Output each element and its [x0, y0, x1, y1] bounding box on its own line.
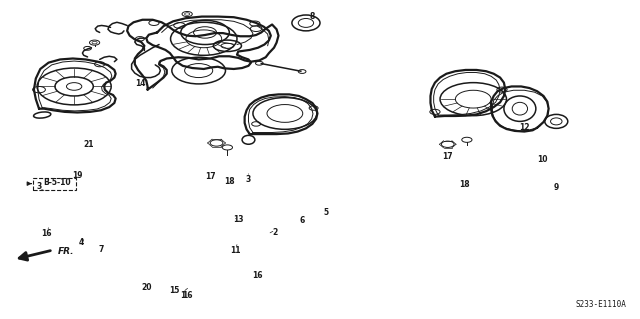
- Text: 11: 11: [230, 247, 241, 256]
- Text: 3: 3: [246, 175, 251, 184]
- Text: 21: 21: [83, 140, 93, 149]
- Text: 10: 10: [537, 155, 547, 164]
- Text: 17: 17: [205, 173, 216, 182]
- Text: FR.: FR.: [58, 247, 75, 256]
- Text: 16: 16: [42, 229, 52, 238]
- Text: 20: 20: [141, 283, 152, 292]
- Text: 3: 3: [36, 182, 42, 191]
- Text: 9: 9: [554, 183, 559, 192]
- Bar: [33, 178, 76, 190]
- Text: 7: 7: [99, 245, 104, 254]
- Text: 15: 15: [169, 286, 180, 295]
- Text: 18: 18: [460, 181, 470, 189]
- Text: 19: 19: [72, 171, 83, 180]
- Text: S233-E1110A: S233-E1110A: [575, 300, 627, 309]
- Text: 2: 2: [273, 228, 278, 237]
- Text: 6: 6: [300, 216, 305, 225]
- Text: 12: 12: [519, 122, 530, 132]
- Text: 16: 16: [252, 271, 262, 280]
- Text: 5: 5: [324, 208, 329, 217]
- Text: 1: 1: [180, 291, 186, 300]
- Text: 14: 14: [134, 79, 145, 88]
- Text: 8: 8: [309, 12, 314, 21]
- Text: 13: 13: [233, 215, 243, 224]
- Text: 16: 16: [182, 291, 193, 300]
- Text: 4: 4: [79, 238, 84, 247]
- Text: B-5-10: B-5-10: [43, 178, 70, 187]
- Text: 17: 17: [442, 152, 453, 161]
- Text: 18: 18: [224, 177, 235, 186]
